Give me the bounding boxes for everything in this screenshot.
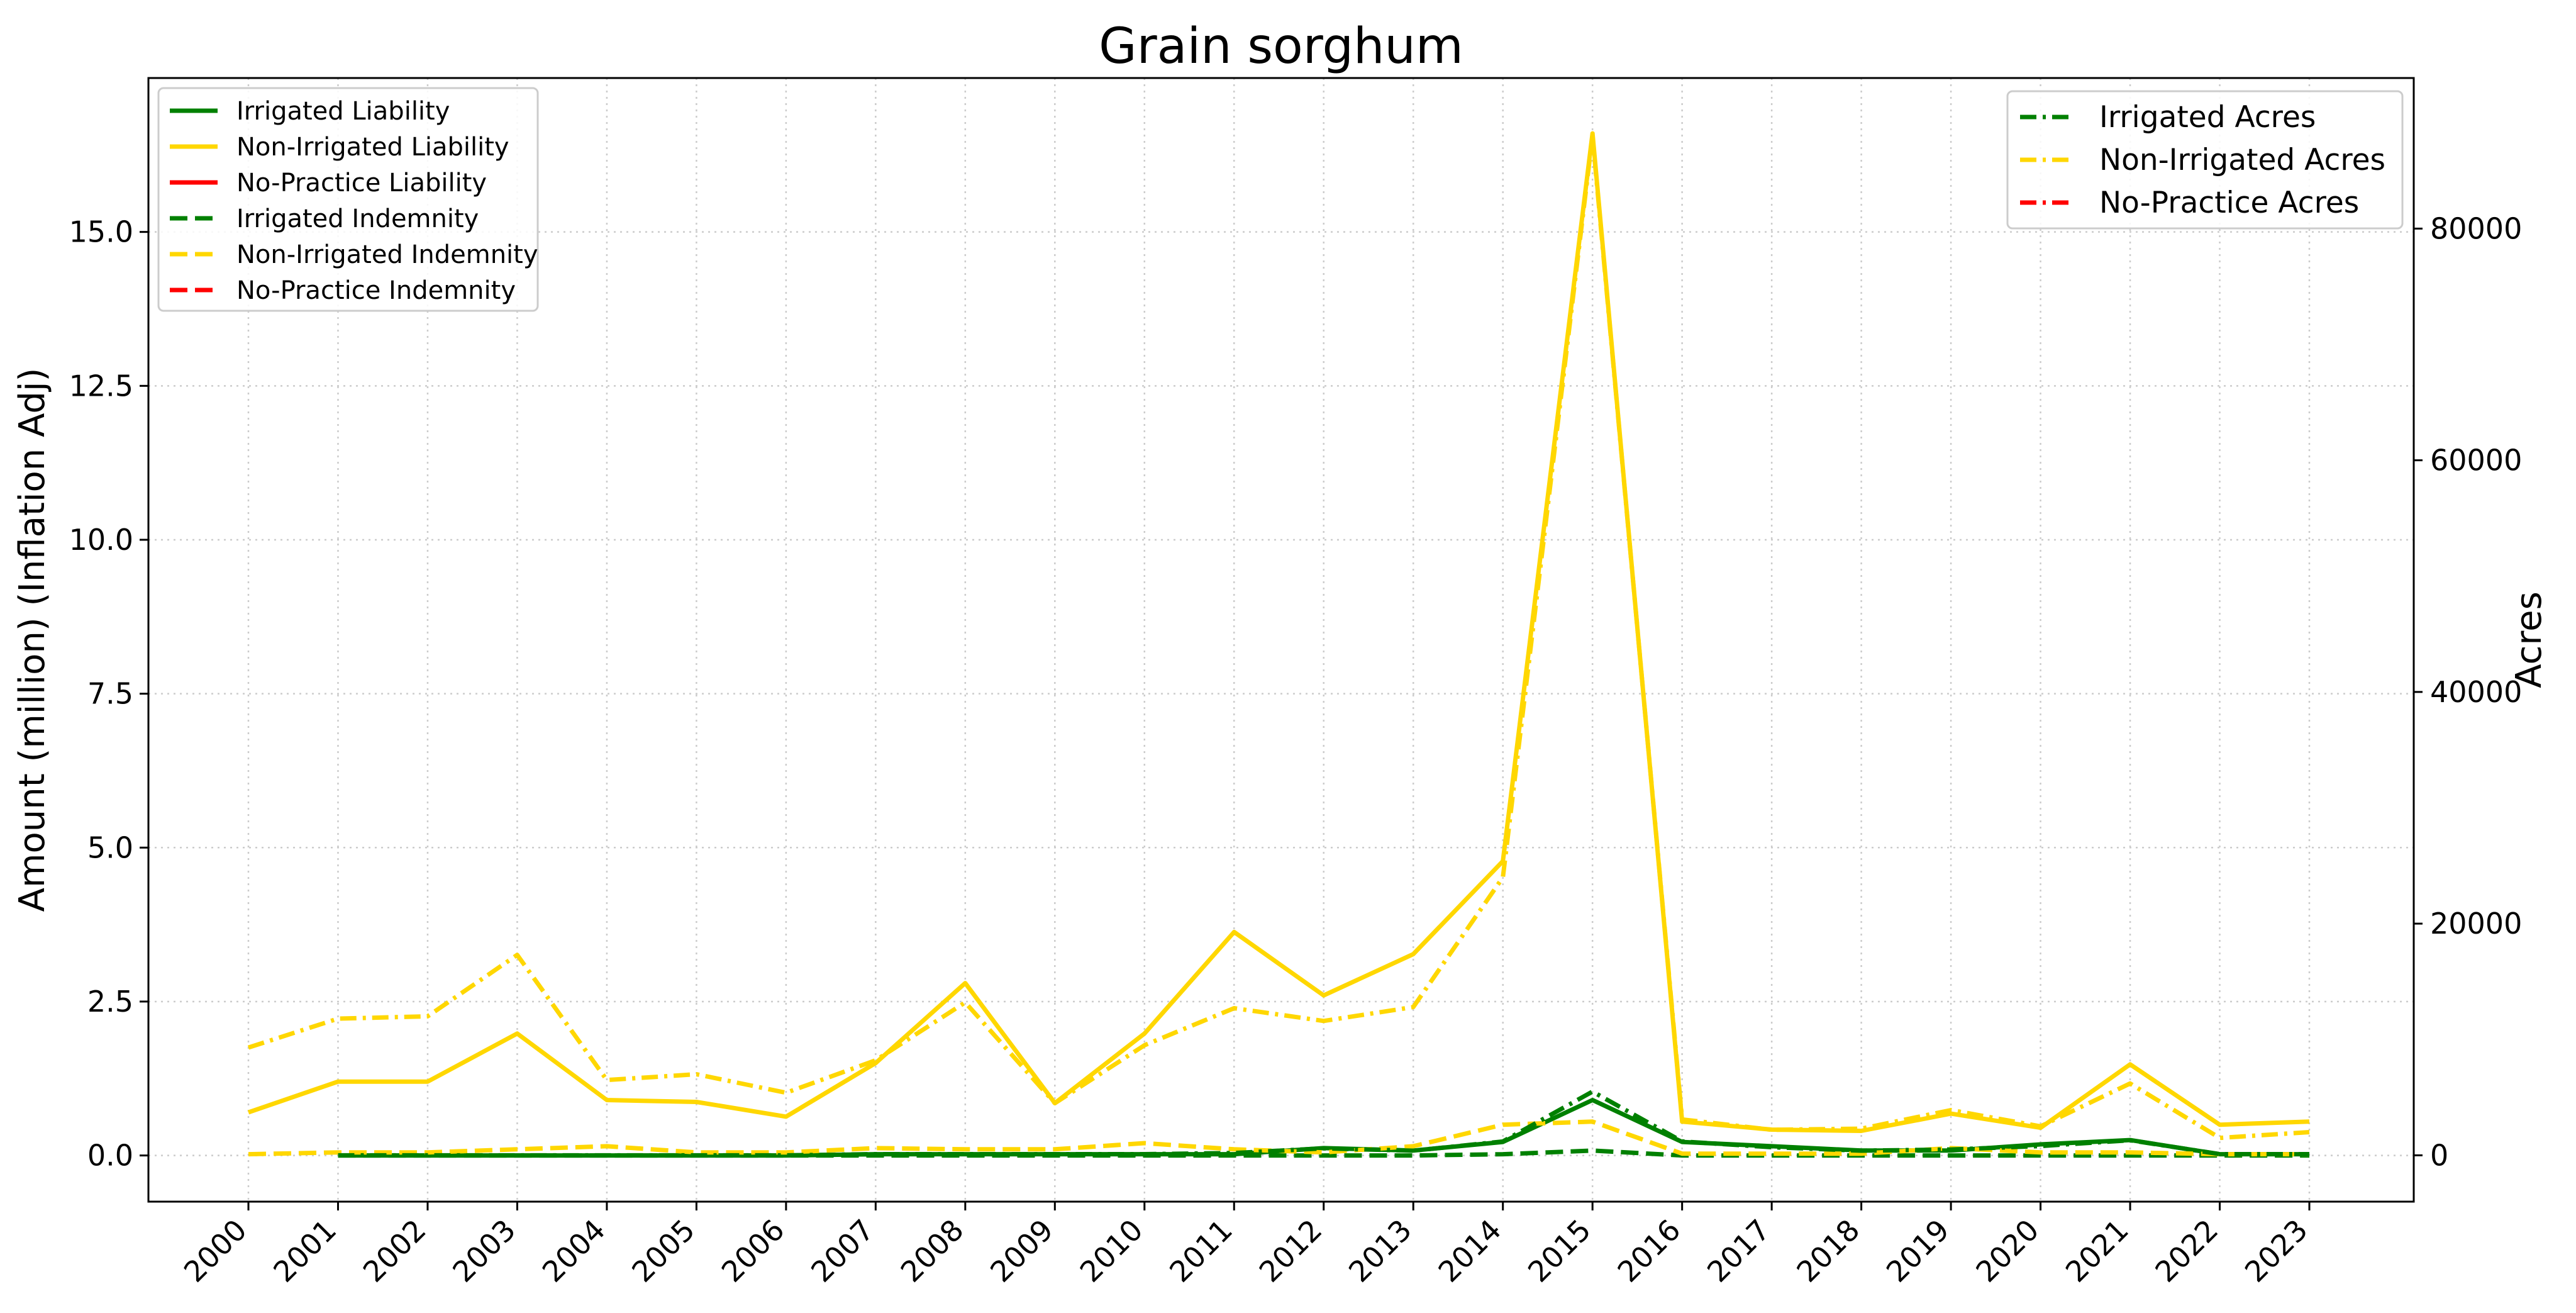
y-tick-label-right: 20000 <box>2430 907 2522 941</box>
y-axis-label-right: Acres <box>2509 591 2550 688</box>
legend-label: Irrigated Acres <box>2099 100 2316 135</box>
legend-label: Non-Irrigated Liability <box>236 133 509 162</box>
y-tick-label-right: 80000 <box>2430 211 2522 245</box>
y-tick-label-right: 40000 <box>2430 675 2522 709</box>
legend-label: Irrigated Indemnity <box>236 204 479 233</box>
series-non-irrigated-liability-line <box>247 131 2310 1133</box>
y-tick-label-right: 0 <box>2430 1138 2448 1172</box>
legend-label: Irrigated Liability <box>236 97 450 126</box>
legend-label: No-Practice Liability <box>236 169 487 198</box>
series-non-irrigated-indemnity-line <box>248 1119 2309 1157</box>
series-non-irrigated-acres-line <box>247 133 2310 1141</box>
legend-label: Non-Irrigated Acres <box>2099 143 2385 177</box>
legend-left: Irrigated Liability Non-Irrigated Liabili… <box>157 87 539 312</box>
y-tick-label-left: 5.0 <box>87 830 133 864</box>
chart-title: Grain sorghum <box>1099 18 1463 75</box>
series-layer <box>247 131 2310 1158</box>
plot-frame <box>147 77 2415 1203</box>
legend-left-frame <box>157 87 539 312</box>
y-axis-label-left: Amount (million) (Inflation Adj) <box>12 368 53 912</box>
legend-label: Non-Irrigated Indemnity <box>236 240 538 269</box>
y-tick-label-left: 0.0 <box>87 1139 133 1173</box>
y-tick-label-left: 7.5 <box>87 677 133 711</box>
y-tick-label-left: 12.5 <box>69 369 133 403</box>
legend-right-frame <box>2006 90 2404 230</box>
y-tick-label-left: 10.0 <box>69 523 133 557</box>
y-tick-label-left: 2.5 <box>87 985 133 1019</box>
y-tick-label-right: 60000 <box>2430 444 2522 478</box>
y-tick-label-left: 15.0 <box>69 215 133 249</box>
series-irrigated-acres-line <box>338 1089 2309 1158</box>
legend-label: No-Practice Acres <box>2099 186 2359 220</box>
legend-label: No-Practice Indemnity <box>236 276 516 305</box>
legend-right: Irrigated Acres Non-Irrigated Acres No-Pra… <box>2006 90 2404 230</box>
